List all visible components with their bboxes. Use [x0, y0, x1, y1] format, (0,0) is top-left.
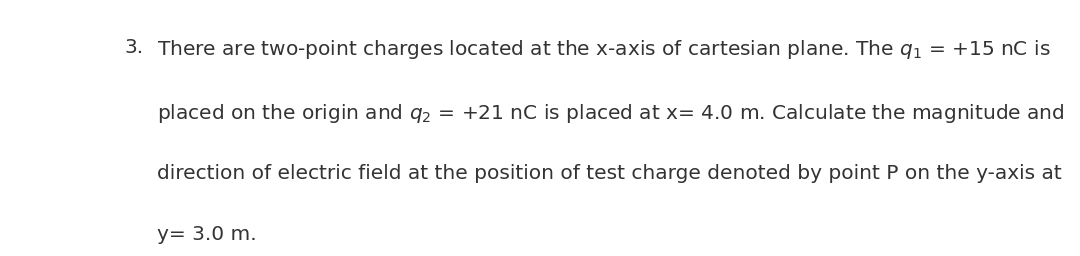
- Text: There are two-point charges located at the x-axis of cartesian plane. The $q_1$ : There are two-point charges located at t…: [157, 38, 1050, 61]
- Text: y= 3.0 m.: y= 3.0 m.: [157, 225, 256, 244]
- Text: direction of electric field at the position of test charge denoted by point P on: direction of electric field at the posit…: [157, 164, 1062, 183]
- Text: 3.: 3.: [124, 38, 144, 57]
- Text: placed on the origin and $q_2$ = +21 nC is placed at x= 4.0 m. Calculate the mag: placed on the origin and $q_2$ = +21 nC …: [157, 102, 1064, 125]
